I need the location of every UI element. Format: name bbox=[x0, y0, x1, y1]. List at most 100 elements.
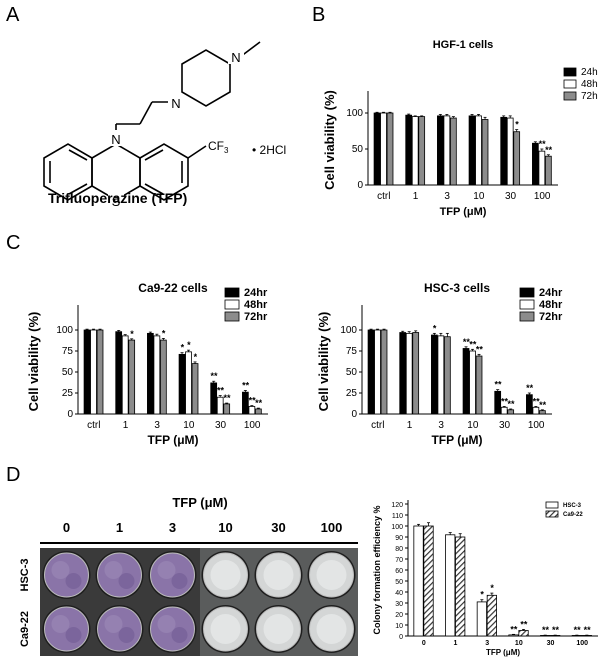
bar bbox=[507, 409, 515, 415]
x-tick-label: 30 bbox=[505, 191, 517, 202]
bar bbox=[373, 112, 381, 186]
chart-title: Ca9-22 cells bbox=[138, 281, 208, 295]
colony-stain bbox=[171, 573, 188, 589]
piperazine-n-bottom-label: N bbox=[171, 96, 180, 111]
y-tick-label: 75 bbox=[62, 346, 74, 357]
bar bbox=[431, 334, 438, 415]
x-tick-label: 1 bbox=[454, 640, 458, 647]
plate-row-label: HSC-3 bbox=[19, 558, 31, 591]
legend-swatch bbox=[224, 311, 240, 322]
significance-label: ** bbox=[476, 344, 484, 354]
x-tick-label: ctrl bbox=[87, 420, 100, 431]
significance-label: ** bbox=[463, 337, 471, 347]
y-tick-label: 0 bbox=[351, 409, 357, 420]
colony-stain bbox=[118, 627, 135, 643]
y-tick-label: 100 bbox=[340, 325, 357, 336]
x-axis-label: TFP (μM) bbox=[486, 648, 520, 657]
bar bbox=[443, 115, 451, 186]
plate-row-label: Ca9-22 bbox=[19, 611, 31, 647]
salt-label: • 2HCl bbox=[252, 143, 286, 157]
legend-swatch bbox=[224, 299, 240, 310]
significance-label: ** bbox=[469, 339, 477, 349]
significance-label: * bbox=[194, 352, 198, 362]
significance-label: * bbox=[515, 120, 519, 130]
colony-stain bbox=[104, 561, 123, 579]
y-tick-label: 50 bbox=[62, 367, 74, 378]
chart-title: HGF-1 cells bbox=[433, 39, 494, 51]
bar bbox=[411, 116, 419, 186]
chart-hgf1: HGF-1 cells 0 50 100 Cell viability (%) ctrl 1… bbox=[322, 39, 598, 218]
significance-label: * bbox=[433, 323, 437, 333]
bar bbox=[532, 142, 539, 186]
y-tick-label: 10 bbox=[395, 623, 403, 630]
y-tick-label: 20 bbox=[395, 612, 403, 619]
bar bbox=[405, 114, 413, 186]
legend-swatch bbox=[563, 91, 577, 101]
bar bbox=[223, 403, 231, 415]
colony-stain bbox=[65, 627, 82, 643]
x-tick-label: 100 bbox=[534, 191, 551, 202]
legend-swatch bbox=[563, 79, 577, 89]
y-tick-label: 50 bbox=[346, 367, 358, 378]
y-tick-label: 0 bbox=[399, 634, 403, 641]
bar bbox=[450, 117, 457, 186]
significance-label: ** bbox=[574, 625, 582, 635]
y-tick-label: 40 bbox=[395, 590, 403, 597]
x-tick-label: 100 bbox=[528, 420, 545, 431]
bar bbox=[445, 534, 456, 637]
panel-letter-b: B bbox=[312, 4, 326, 26]
well-reflection bbox=[316, 614, 347, 644]
legend-swatch bbox=[519, 299, 535, 310]
ring-nitrogen-label: N bbox=[111, 132, 120, 147]
bar bbox=[423, 525, 434, 637]
significance-label: ** bbox=[539, 400, 547, 410]
colony-stain bbox=[51, 615, 70, 633]
significance-label: * bbox=[187, 340, 191, 350]
colony-stain bbox=[104, 615, 123, 633]
y-tick-label: 90 bbox=[395, 535, 403, 542]
significance-label: ** bbox=[242, 380, 250, 390]
significance-label: * bbox=[181, 343, 185, 353]
plate-title: TFP (μM) bbox=[172, 495, 228, 510]
piperazine-n-top-label: N bbox=[231, 50, 240, 65]
significance-label: ** bbox=[552, 625, 560, 635]
y-tick-label: 25 bbox=[346, 388, 358, 399]
y-tick-label: 50 bbox=[352, 144, 364, 155]
y-tick-label: 100 bbox=[56, 325, 73, 336]
bar bbox=[437, 335, 445, 415]
bar bbox=[481, 119, 489, 186]
x-tick-label: 10 bbox=[183, 420, 195, 431]
significance-label: * bbox=[162, 328, 166, 338]
bar bbox=[380, 329, 388, 415]
x-tick-label: 1 bbox=[407, 420, 413, 431]
significance-label: ** bbox=[255, 398, 263, 408]
bar bbox=[160, 339, 167, 415]
bar bbox=[191, 363, 199, 415]
well-reflection bbox=[210, 614, 241, 644]
legend-swatch bbox=[545, 510, 559, 518]
bar bbox=[518, 630, 529, 637]
legend-label: 48hr bbox=[244, 299, 268, 311]
bar bbox=[418, 116, 426, 186]
legend-label: Ca9-22 bbox=[563, 512, 583, 518]
plate-dose-label: 30 bbox=[271, 520, 285, 535]
y-tick-label: 0 bbox=[357, 180, 363, 191]
bar bbox=[455, 536, 466, 637]
x-axis-label: TFP (μM) bbox=[147, 433, 198, 447]
well-reflection bbox=[263, 614, 294, 644]
significance-label: ** bbox=[501, 396, 509, 406]
bar bbox=[380, 112, 387, 186]
bar bbox=[508, 634, 519, 637]
bar bbox=[374, 329, 381, 415]
x-tick-label: 100 bbox=[576, 640, 588, 647]
plate-dose-label: 100 bbox=[321, 520, 343, 535]
x-tick-label: 10 bbox=[467, 420, 479, 431]
bar bbox=[462, 348, 470, 415]
bar bbox=[475, 115, 482, 186]
bar bbox=[506, 117, 514, 186]
bar bbox=[476, 601, 487, 637]
legend-swatch bbox=[519, 311, 535, 322]
molecule-name: Trifluoperazine (TFP) bbox=[48, 190, 188, 206]
panel-letter-d: D bbox=[6, 464, 21, 486]
y-axis-label: Cell viability (%) bbox=[316, 312, 331, 412]
